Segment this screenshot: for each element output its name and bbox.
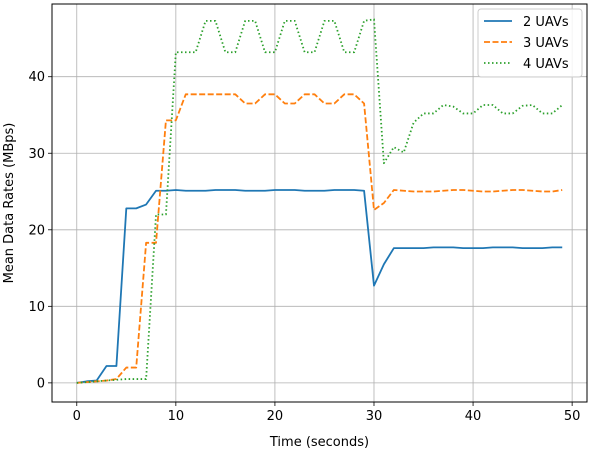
- series-line-1: [76, 189, 563, 384]
- ticks: 0 10 20 30 40 50 0 10 20 30 40: [28, 70, 580, 424]
- x-tick-label: 20: [267, 409, 284, 424]
- y-tick-label: 40: [28, 70, 45, 85]
- x-tick-label: 30: [366, 409, 383, 424]
- legend: 2 UAVs 3 UAVs 4 UAVs: [477, 8, 583, 78]
- x-tick-label: 50: [564, 409, 581, 424]
- x-axis-label: Time (seconds): [269, 435, 369, 450]
- x-tick-label: 0: [73, 409, 81, 424]
- legend-box: [477, 8, 583, 78]
- y-tick-label: 20: [28, 223, 45, 238]
- series-line-2: [76, 93, 563, 384]
- x-tick-label: 40: [465, 409, 482, 424]
- legend-label: 2 UAVs: [523, 15, 569, 30]
- y-axis-label: Mean Data Rates (MBps): [2, 123, 17, 284]
- y-tick-label: 0: [37, 376, 45, 391]
- y-tick-label: 10: [28, 300, 45, 315]
- y-tick-label: 30: [28, 147, 45, 162]
- legend-label: 4 UAVs: [523, 57, 569, 72]
- series-line-3: [76, 18, 563, 384]
- x-tick-label: 10: [168, 409, 185, 424]
- axes-frame: [51, 3, 588, 403]
- plot-area: [76, 18, 563, 384]
- legend-label: 3 UAVs: [523, 36, 569, 51]
